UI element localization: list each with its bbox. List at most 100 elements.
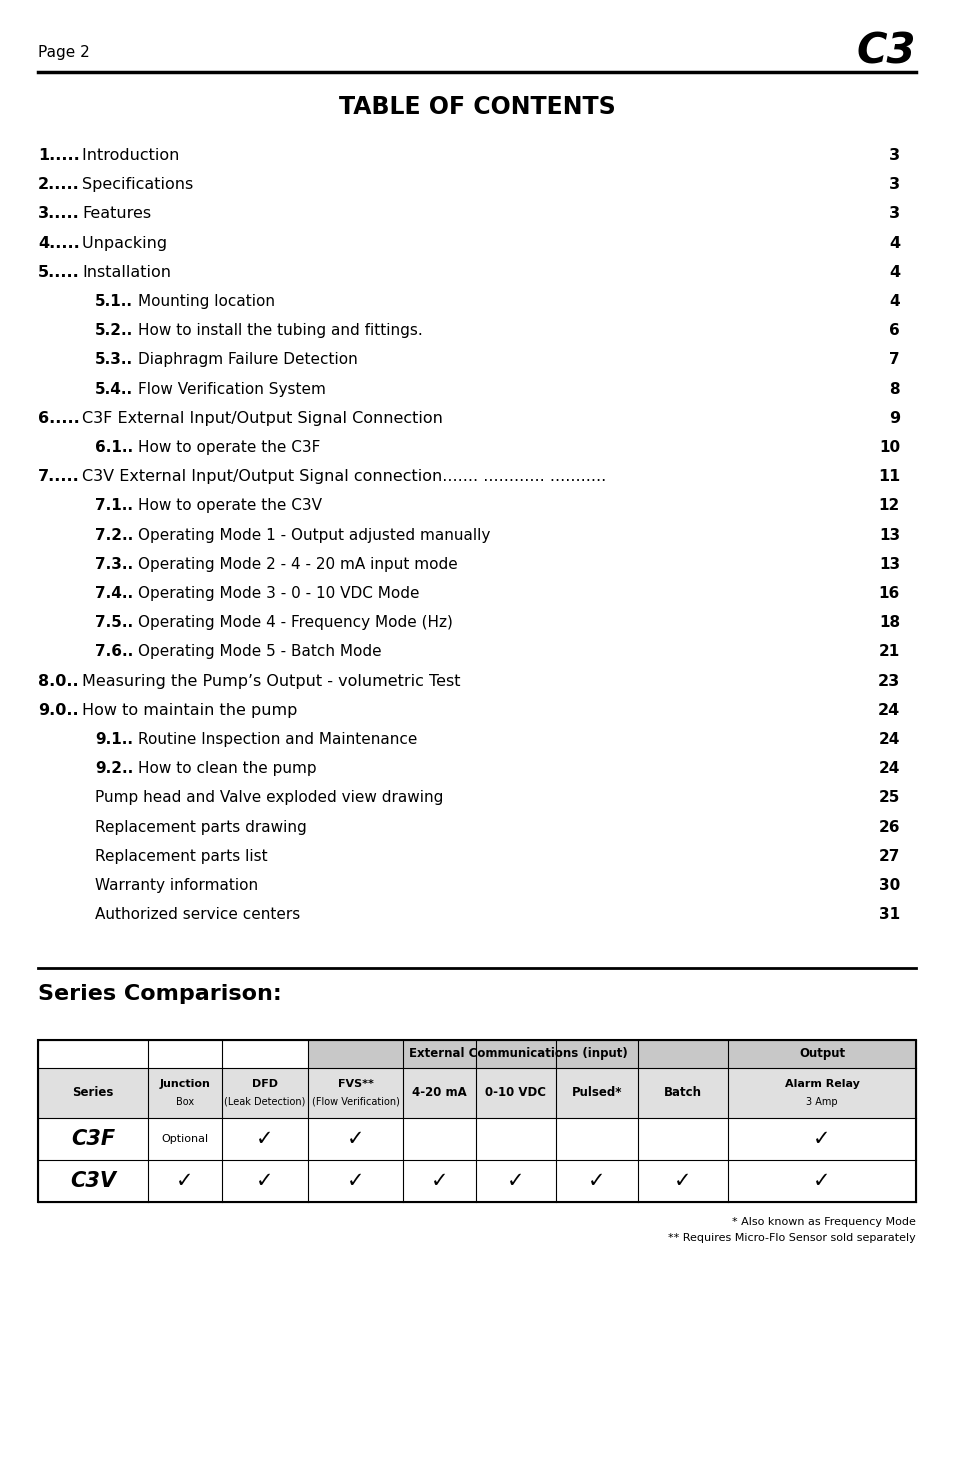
Text: 5.....: 5..... xyxy=(38,266,80,280)
Bar xyxy=(402,1040,476,1068)
Bar xyxy=(638,1068,727,1118)
Text: Replacement parts drawing: Replacement parts drawing xyxy=(95,820,312,835)
Text: Features: Features xyxy=(82,207,151,221)
Text: Junction: Junction xyxy=(159,1080,211,1089)
Text: ✓: ✓ xyxy=(256,1171,274,1190)
Text: ✓: ✓ xyxy=(588,1171,605,1190)
Text: Page 2: Page 2 xyxy=(38,44,90,59)
Bar xyxy=(727,1068,915,1118)
Bar xyxy=(38,1040,148,1068)
Text: 6.1..: 6.1.. xyxy=(95,440,133,454)
Text: 9.1..: 9.1.. xyxy=(95,732,132,746)
Text: ✓: ✓ xyxy=(674,1171,691,1190)
Text: 12: 12 xyxy=(878,499,899,513)
Bar xyxy=(556,1040,638,1068)
Text: ✓: ✓ xyxy=(346,1128,364,1149)
Text: Series Comparison:: Series Comparison: xyxy=(38,984,281,1004)
Text: Authorized service centers: Authorized service centers xyxy=(95,907,305,922)
Text: 26: 26 xyxy=(878,820,899,835)
Text: TABLE OF CONTENTS: TABLE OF CONTENTS xyxy=(338,94,615,119)
Bar xyxy=(402,1068,476,1118)
Text: DFD: DFD xyxy=(252,1080,277,1089)
Text: 27: 27 xyxy=(878,848,899,864)
Text: ✓: ✓ xyxy=(812,1128,830,1149)
Text: 5.1..: 5.1.. xyxy=(95,294,132,308)
Text: Specifications: Specifications xyxy=(82,177,198,192)
Text: Operating Mode 4 - Frequency Mode (Hz): Operating Mode 4 - Frequency Mode (Hz) xyxy=(138,615,453,630)
Bar xyxy=(38,1118,148,1159)
Text: C3V: C3V xyxy=(70,1171,116,1190)
Text: 4: 4 xyxy=(888,266,899,280)
Text: 7.5..: 7.5.. xyxy=(95,615,133,630)
Text: 4.....: 4..... xyxy=(38,236,80,251)
Bar xyxy=(38,1040,915,1202)
Text: Operating Mode 5 - Batch Mode: Operating Mode 5 - Batch Mode xyxy=(138,645,386,659)
Text: 5.2..: 5.2.. xyxy=(95,323,133,338)
Text: 5.4..: 5.4.. xyxy=(95,382,133,397)
Text: Operating Mode 2 - 4 - 20 mA input mode: Operating Mode 2 - 4 - 20 mA input mode xyxy=(138,556,457,572)
Text: 9.0..: 9.0.. xyxy=(38,702,78,718)
Text: 11: 11 xyxy=(877,469,899,484)
Text: 3.....: 3..... xyxy=(38,207,80,221)
Bar xyxy=(638,1159,727,1202)
Bar xyxy=(476,1118,556,1159)
Text: 4: 4 xyxy=(888,294,899,308)
Text: Pump head and Valve exploded view drawing: Pump head and Valve exploded view drawin… xyxy=(95,791,448,805)
Bar xyxy=(308,1118,402,1159)
Text: ✓: ✓ xyxy=(176,1171,193,1190)
Text: 7: 7 xyxy=(888,353,899,367)
Text: Measuring the Pump’s Output - volumetric Test: Measuring the Pump’s Output - volumetric… xyxy=(82,674,460,689)
Text: 9: 9 xyxy=(888,412,899,426)
Text: How to clean the pump: How to clean the pump xyxy=(138,761,316,776)
Bar xyxy=(308,1159,402,1202)
Bar xyxy=(727,1118,915,1159)
Bar xyxy=(308,1068,402,1118)
Text: Replacement parts list: Replacement parts list xyxy=(95,848,273,864)
Text: 25: 25 xyxy=(878,791,899,805)
Bar xyxy=(638,1040,727,1068)
Text: 24: 24 xyxy=(878,761,899,776)
Bar xyxy=(556,1118,638,1159)
Text: 3: 3 xyxy=(888,177,899,192)
Text: Installation: Installation xyxy=(82,266,171,280)
Bar xyxy=(148,1118,222,1159)
Text: Optional: Optional xyxy=(161,1134,209,1145)
Bar xyxy=(38,1159,148,1202)
Text: How to install the tubing and fittings.: How to install the tubing and fittings. xyxy=(138,323,422,338)
Text: 4: 4 xyxy=(888,236,899,251)
Text: * Also known as Frequency Mode: * Also known as Frequency Mode xyxy=(731,1217,915,1227)
Bar xyxy=(402,1159,476,1202)
Text: Pulsed*: Pulsed* xyxy=(571,1087,621,1099)
Text: ✓: ✓ xyxy=(431,1171,448,1190)
Bar xyxy=(638,1118,727,1159)
Text: 21: 21 xyxy=(878,645,899,659)
Text: ✓: ✓ xyxy=(346,1171,364,1190)
Text: FVS**: FVS** xyxy=(337,1080,373,1089)
Text: 24: 24 xyxy=(878,732,899,746)
Text: How to operate the C3V: How to operate the C3V xyxy=(138,499,327,513)
Bar xyxy=(308,1040,402,1068)
Text: 10: 10 xyxy=(878,440,899,454)
Text: 7.3..: 7.3.. xyxy=(95,556,133,572)
Text: C3F External Input/Output Signal Connection: C3F External Input/Output Signal Connect… xyxy=(82,412,442,426)
Text: Routine Inspection and Maintenance: Routine Inspection and Maintenance xyxy=(138,732,417,746)
Text: 8: 8 xyxy=(888,382,899,397)
Text: Diaphragm Failure Detection: Diaphragm Failure Detection xyxy=(138,353,357,367)
Text: 2.....: 2..... xyxy=(38,177,80,192)
Text: ✓: ✓ xyxy=(812,1171,830,1190)
Bar xyxy=(556,1068,638,1118)
Text: C3: C3 xyxy=(856,31,915,72)
Text: Operating Mode 3 - 0 - 10 VDC Mode: Operating Mode 3 - 0 - 10 VDC Mode xyxy=(138,586,419,600)
Text: 6.....: 6..... xyxy=(38,412,80,426)
Text: 9.2..: 9.2.. xyxy=(95,761,133,776)
Bar xyxy=(148,1159,222,1202)
Text: (Leak Detection): (Leak Detection) xyxy=(224,1097,305,1108)
Text: 13: 13 xyxy=(878,528,899,543)
Text: 7.4..: 7.4.. xyxy=(95,586,133,600)
Text: 3: 3 xyxy=(888,148,899,164)
Text: 6: 6 xyxy=(888,323,899,338)
Text: External Communications (input): External Communications (input) xyxy=(408,1047,627,1061)
Text: 31: 31 xyxy=(878,907,899,922)
Bar xyxy=(476,1068,556,1118)
Bar xyxy=(38,1068,148,1118)
